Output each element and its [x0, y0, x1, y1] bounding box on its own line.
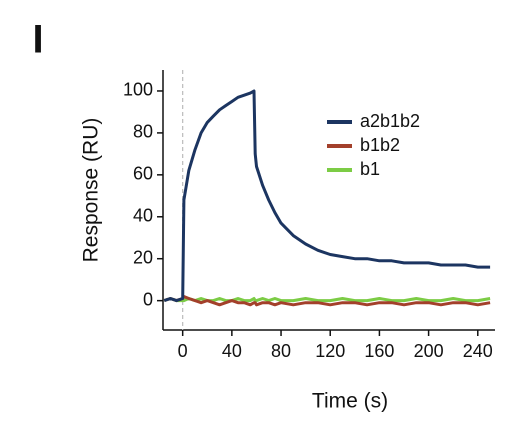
- y-tick-label: 20: [133, 247, 153, 267]
- y-tick-label: 40: [133, 206, 153, 226]
- y-tick-label: 100: [123, 80, 153, 100]
- x-tick-label: 40: [222, 341, 242, 361]
- y-tick-label: 0: [143, 289, 153, 309]
- y-tick-label: 60: [133, 164, 153, 184]
- panel-label: I: [32, 18, 43, 62]
- x-axis-label: Time (s): [312, 390, 388, 413]
- legend-label: b1: [360, 159, 380, 179]
- y-tick-label: 80: [133, 122, 153, 142]
- series-line: [163, 297, 491, 303]
- legend-label: a2b1b2: [360, 111, 420, 131]
- x-tick-label: 160: [364, 341, 394, 361]
- x-tick-label: 80: [271, 341, 291, 361]
- x-tick-label: 240: [463, 341, 493, 361]
- x-tick-label: 120: [315, 341, 345, 361]
- y-axis-label: Response (RU): [80, 118, 103, 263]
- series-line: [163, 89, 491, 303]
- series-line: [163, 295, 491, 307]
- x-tick-label: 200: [414, 341, 444, 361]
- x-tick-label: 0: [178, 341, 188, 361]
- legend-label: b1b2: [360, 135, 400, 155]
